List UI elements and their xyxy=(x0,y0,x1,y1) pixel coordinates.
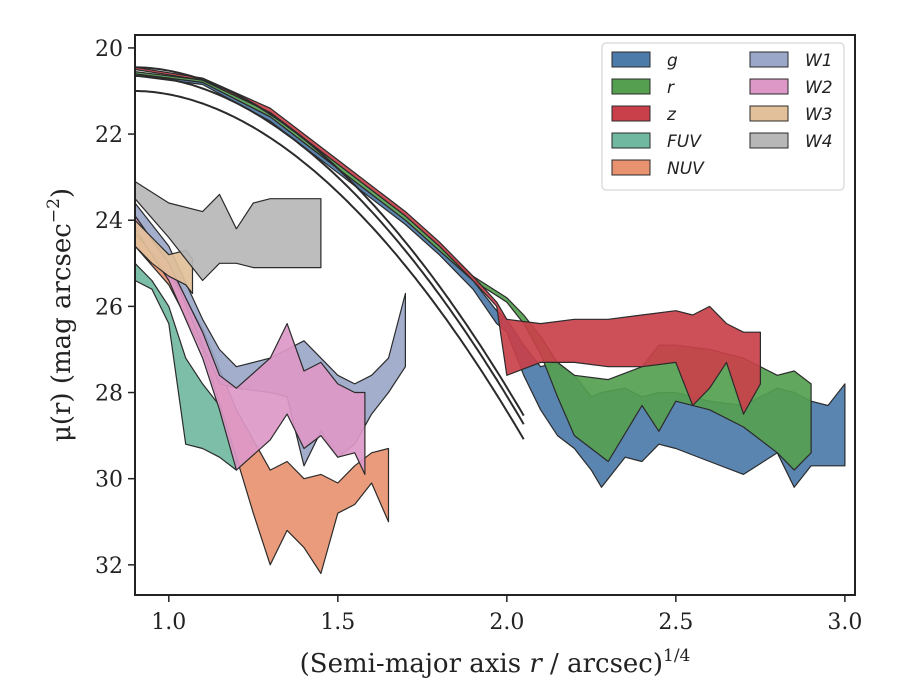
legend: grz FUV NUV W1 W2 W3 W4 xyxy=(601,42,845,191)
legend-swatch-w4 xyxy=(749,132,789,149)
band-w3 xyxy=(134,219,194,295)
legend-label-w4: W4 xyxy=(805,132,833,152)
plot-frame xyxy=(134,34,856,596)
x-tick-label: 2.0 xyxy=(489,610,524,635)
legend-label-nuv: NUV xyxy=(667,159,705,179)
legend-label-w3: W3 xyxy=(805,105,833,125)
y-tick-label: 32 xyxy=(95,554,123,579)
band-w4 xyxy=(134,180,322,282)
band-w2 xyxy=(134,215,366,475)
y-axis-ticks: 20 22 24 26 28 30 32 xyxy=(95,37,135,579)
legend-swatch-z xyxy=(611,105,651,122)
y-tick-label: 28 xyxy=(95,382,123,407)
legend-swatch-w2 xyxy=(749,78,789,95)
legend-swatch-nuv xyxy=(611,159,651,176)
y-tick-label: 24 xyxy=(95,209,123,234)
x-axis-ticks: 1.0 1.5 2.0 2.5 3.0 xyxy=(151,595,862,635)
legend-label-fuv: FUV xyxy=(667,132,702,152)
x-tick-label: 2.5 xyxy=(658,610,693,635)
model-curve-3 xyxy=(135,90,525,440)
legend-label-w1: W1 xyxy=(805,51,833,71)
x-tick-label: 3.0 xyxy=(827,610,862,635)
x-axis-title: (Semi-major axis r / arcsec)1/4 xyxy=(300,646,691,679)
legend-swatch-r xyxy=(611,78,651,95)
legend-swatch-fuv xyxy=(611,132,651,149)
model-curves xyxy=(134,66,525,440)
legend-label-w2: W2 xyxy=(805,78,833,98)
y-tick-label: 20 xyxy=(95,37,123,62)
data-bands xyxy=(134,66,846,575)
legend-swatch-w3 xyxy=(749,105,789,122)
model-curve-2 xyxy=(134,74,525,425)
x-tick-label: 1.0 xyxy=(151,610,186,635)
legend-label-r: r xyxy=(667,78,675,98)
legend-label-g: g xyxy=(667,51,678,71)
x-tick-label: 1.5 xyxy=(320,610,355,635)
y-tick-label: 30 xyxy=(95,468,123,493)
legend-swatch-w1 xyxy=(749,51,789,68)
band-z xyxy=(134,66,762,415)
y-axis-title: μ(r) (mag arcsec−2) xyxy=(44,188,77,442)
y-tick-label: 22 xyxy=(95,123,123,148)
model-curve-1 xyxy=(134,66,525,417)
legend-swatch-g xyxy=(611,51,651,68)
y-tick-label: 26 xyxy=(95,295,123,320)
legend-label-z: z xyxy=(666,105,677,125)
